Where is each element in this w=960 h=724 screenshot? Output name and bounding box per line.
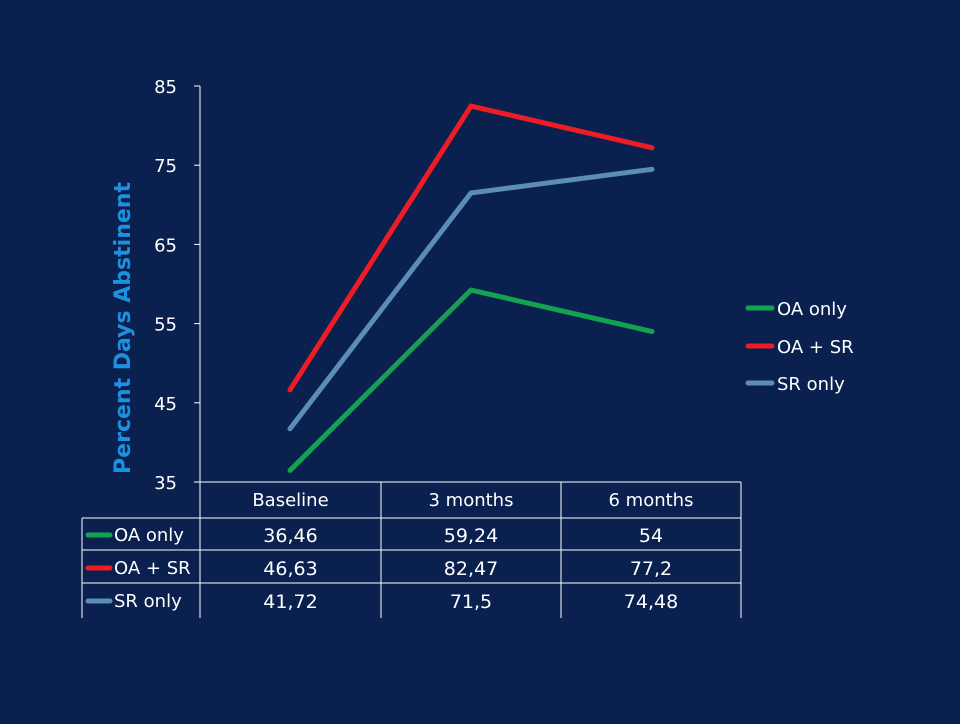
data-label: 74,48 [624, 591, 678, 613]
y-tick-label: 65 [154, 235, 177, 256]
y-tick-label: 85 [154, 77, 177, 98]
legend-item: SR only [748, 374, 845, 395]
table-row-header: SR only [114, 591, 182, 612]
legend-label: SR only [777, 374, 845, 395]
data-label: 36,46 [263, 525, 317, 547]
y-tick-label: 35 [154, 473, 177, 494]
table-row: OA + SR 46,63 82,47 77,2 [88, 558, 672, 580]
data-label: 82,47 [444, 558, 498, 580]
category-label: Baseline [252, 490, 328, 511]
series-line-oa-sr [290, 106, 652, 390]
y-axis-title: Percent Days Abstinent [111, 182, 136, 474]
axis-layer: 35 45 55 65 75 85 [154, 77, 200, 494]
series-line-oa-only [290, 290, 652, 470]
y-tick-label: 45 [154, 394, 177, 415]
series-line-sr-only [290, 169, 652, 428]
legend: OA only OA + SR SR only [748, 299, 854, 395]
category-label: 3 months [429, 490, 514, 511]
legend-item: OA only [748, 299, 847, 320]
table-row: OA only 36,46 59,24 54 [88, 525, 663, 547]
data-label: 46,63 [263, 558, 317, 580]
data-label: 77,2 [630, 558, 672, 580]
legend-label: OA only [777, 299, 847, 320]
table-row-header: OA + SR [114, 558, 191, 579]
data-table: Baseline 3 months 6 months OA only 36,46 59,2… [82, 482, 741, 618]
data-label: 71,5 [450, 591, 492, 613]
legend-label: OA + SR [777, 337, 854, 358]
plot-area [290, 106, 652, 471]
table-row: SR only 41,72 71,5 74,48 [88, 591, 678, 613]
data-label: 54 [639, 525, 663, 547]
data-label: 41,72 [263, 591, 317, 613]
y-tick-label: 55 [154, 315, 177, 336]
data-label: 59,24 [444, 525, 498, 547]
table-row-header: OA only [114, 525, 184, 546]
category-label: 6 months [609, 490, 694, 511]
y-tick-label: 75 [154, 156, 177, 177]
legend-item: OA + SR [748, 337, 854, 358]
